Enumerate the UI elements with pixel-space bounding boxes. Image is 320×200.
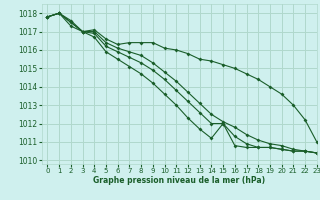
X-axis label: Graphe pression niveau de la mer (hPa): Graphe pression niveau de la mer (hPa) (93, 176, 265, 185)
